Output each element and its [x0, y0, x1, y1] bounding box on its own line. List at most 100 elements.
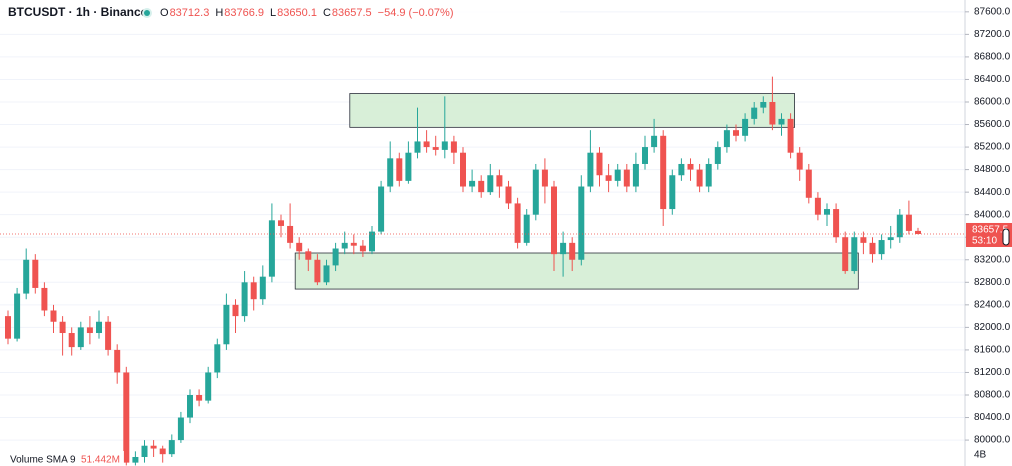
candle-body: [32, 259, 39, 288]
ohlc-key: L: [270, 7, 276, 19]
candle-body: [259, 276, 266, 300]
candle-body: [141, 445, 148, 457]
candle-body: [232, 304, 239, 317]
candle-body: [387, 158, 394, 187]
candle-body: [378, 186, 385, 232]
candle-body: [660, 135, 667, 210]
candle-body: [905, 214, 912, 231]
candle-body: [842, 237, 849, 272]
ohlc-key: C: [323, 7, 331, 19]
candle-body: [915, 230, 921, 234]
candle-body: [268, 220, 275, 277]
candle-body: [132, 456, 139, 463]
candle-body: [742, 118, 749, 136]
zone: [294, 252, 859, 290]
candle-body: [250, 282, 257, 300]
volume-value: 51.442M: [81, 455, 120, 466]
y-tick-label: 87200.0: [974, 29, 1011, 40]
candle-body: [551, 186, 557, 255]
zone: [349, 93, 795, 128]
candle-body: [514, 203, 521, 243]
candle-body: [296, 242, 303, 252]
candle-body: [878, 240, 885, 255]
candle-body: [287, 225, 294, 243]
candle-body: [505, 186, 512, 204]
candle-body: [41, 287, 48, 311]
candle-body: [614, 169, 621, 181]
candle-body: [824, 209, 830, 215]
candle-body: [314, 259, 321, 283]
candle-body: [733, 130, 739, 136]
candle-body: [632, 163, 639, 187]
candle-body: [369, 231, 375, 252]
candle-body: [441, 141, 448, 150]
status-dot: [144, 10, 150, 16]
y-tick-label: 82000.0: [974, 322, 1011, 333]
candle-body: [414, 141, 421, 153]
volume-bg: [2, 451, 124, 466]
candle-body: [532, 169, 539, 215]
candle-body: [396, 158, 403, 181]
candle-body: [223, 304, 230, 345]
candle-body: [423, 141, 430, 148]
candle-body: [450, 141, 457, 153]
y-tick-label: 86800.0: [974, 52, 1011, 63]
candle-body: [5, 316, 11, 339]
candle-body: [714, 147, 721, 164]
candle-body: [678, 163, 685, 176]
candle-body: [605, 175, 612, 181]
ohlc-value: 83712.3: [170, 7, 210, 19]
candle-body: [341, 242, 348, 249]
y-tick-label: 84800.0: [974, 164, 1011, 175]
candle-body: [651, 135, 658, 148]
candle-body: [869, 242, 876, 255]
y-tick-label: 83200.0: [974, 254, 1011, 265]
candle-body: [469, 180, 476, 187]
candle-body: [642, 147, 648, 164]
candle-body: [833, 209, 840, 238]
y-tick-label: 85200.0: [974, 142, 1011, 153]
y-tick-label: 87600.0: [974, 6, 1011, 17]
y-tick-label: 86400.0: [974, 74, 1011, 85]
candle-body: [305, 251, 312, 260]
volume-label: Volume SMA 9: [10, 455, 76, 466]
toggle: [1002, 228, 1010, 246]
candle-body: [159, 448, 166, 455]
candle-body: [487, 175, 494, 193]
candle-body: [350, 242, 357, 246]
y-tick-label: 80800.0: [974, 390, 1011, 401]
ohlc-value: 83657.5: [332, 7, 372, 19]
candle-body: [560, 242, 567, 255]
candle-body: [123, 372, 130, 463]
candle-body: [96, 321, 102, 334]
y-tick-label: 80000.0: [974, 435, 1011, 446]
candle-body: [105, 321, 112, 350]
y-tick-label: 81600.0: [974, 345, 1011, 356]
candle-body: [59, 321, 66, 334]
candle-body: [241, 282, 248, 317]
candle-body: [187, 395, 193, 418]
y-tick-label: 85600.0: [974, 119, 1011, 130]
candle-body: [769, 101, 776, 125]
candle-body: [150, 445, 157, 449]
candle-body: [751, 107, 758, 119]
y-tick-label: 82800.0: [974, 277, 1011, 288]
candle-body: [14, 293, 21, 339]
candle-body: [705, 163, 712, 187]
candle-body: [814, 197, 821, 215]
candle-body: [787, 118, 794, 153]
price-label: 83657.5: [972, 225, 1009, 236]
ohlc-value: 83650.1: [277, 7, 317, 19]
y-tick-label: 80400.0: [974, 412, 1011, 423]
ohlc-key: H: [215, 7, 223, 19]
candle-body: [460, 152, 466, 187]
candle-body: [523, 214, 530, 243]
candle-body: [68, 333, 75, 348]
candle-body: [760, 101, 767, 108]
candle-body: [23, 259, 30, 294]
candle-body: [278, 220, 284, 226]
ohlc-legend: O 83712.3 H 83766.9 L 83650.1 C 83657.5 −54.9 (−…: [160, 7, 454, 19]
candle-body: [323, 265, 330, 283]
y-tick-label: 84000.0: [974, 209, 1011, 220]
y-tick-label: 86000.0: [974, 97, 1011, 108]
